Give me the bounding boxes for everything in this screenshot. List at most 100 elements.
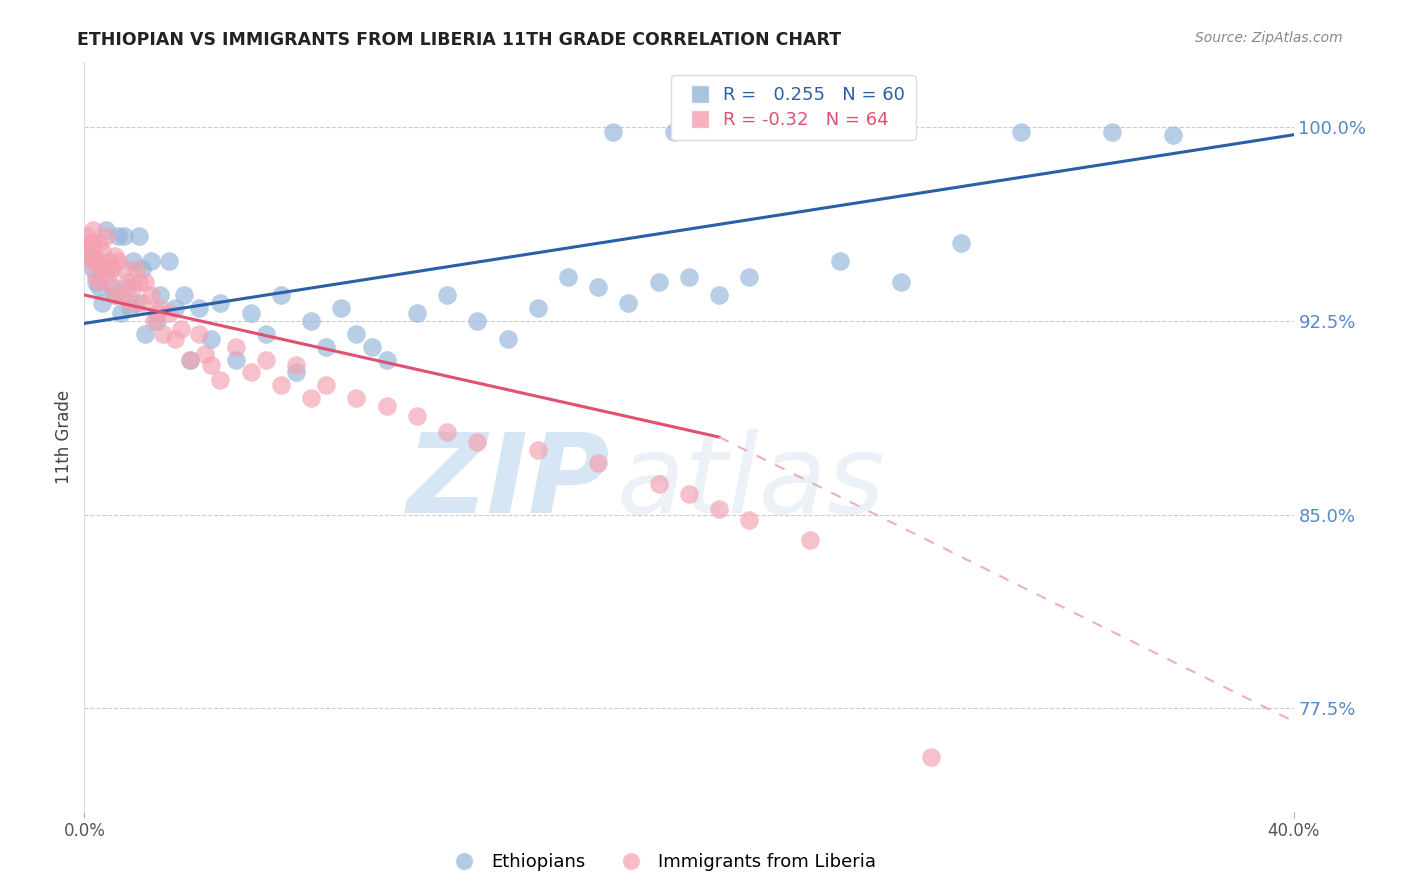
- Point: [82, 262, 104, 277]
- Point: [165, 332, 187, 346]
- Point: [173, 288, 195, 302]
- Point: [134, 275, 156, 289]
- Text: ETHIOPIAN VS IMMIGRANTS FROM LIBERIA 11TH GRADE CORRELATION CHART: ETHIOPIAN VS IMMIGRANTS FROM LIBERIA 11T…: [77, 31, 841, 49]
- Point: [527, 442, 550, 457]
- Point: [157, 254, 180, 268]
- Point: [179, 352, 201, 367]
- Point: [97, 275, 120, 289]
- Point: [436, 288, 458, 302]
- Point: [406, 409, 429, 424]
- Point: [121, 254, 143, 268]
- Point: [131, 262, 153, 277]
- Point: [375, 352, 398, 367]
- Point: [128, 275, 150, 289]
- Point: [678, 269, 700, 284]
- Point: [617, 295, 640, 310]
- Point: [738, 513, 761, 527]
- Point: [179, 352, 201, 367]
- Point: [602, 125, 624, 139]
- Point: [157, 306, 180, 320]
- Point: [254, 326, 277, 341]
- Point: [648, 275, 671, 289]
- Point: [467, 435, 489, 450]
- Point: [315, 378, 337, 392]
- Point: [115, 280, 138, 294]
- Point: [91, 244, 114, 258]
- Point: [131, 295, 153, 310]
- Point: [406, 306, 429, 320]
- Point: [91, 262, 114, 277]
- Point: [527, 301, 550, 315]
- Point: [115, 275, 138, 289]
- Point: [94, 228, 117, 243]
- Point: [1101, 125, 1123, 139]
- Point: [662, 125, 685, 139]
- Point: [360, 340, 382, 354]
- Point: [118, 295, 141, 310]
- Point: [285, 358, 308, 372]
- Point: [89, 275, 111, 289]
- Point: [107, 254, 129, 268]
- Point: [86, 269, 108, 284]
- Point: [128, 228, 150, 243]
- Point: [557, 269, 579, 284]
- Text: atlas: atlas: [616, 428, 884, 535]
- Point: [648, 476, 671, 491]
- Point: [125, 262, 148, 277]
- Point: [188, 326, 211, 341]
- Point: [588, 280, 610, 294]
- Point: [125, 295, 148, 310]
- Point: [436, 425, 458, 439]
- Point: [79, 254, 101, 268]
- Point: [330, 301, 353, 315]
- Point: [285, 366, 308, 380]
- Point: [152, 326, 174, 341]
- Point: [299, 314, 322, 328]
- Legend: R =   0.255   N = 60, R = -0.32   N = 64: R = 0.255 N = 60, R = -0.32 N = 64: [671, 75, 915, 140]
- Point: [149, 301, 172, 315]
- Point: [149, 288, 172, 302]
- Point: [121, 280, 143, 294]
- Point: [170, 321, 193, 335]
- Point: [920, 750, 942, 764]
- Point: [799, 533, 821, 548]
- Point: [830, 254, 852, 268]
- Point: [89, 236, 111, 251]
- Point: [270, 288, 292, 302]
- Point: [239, 306, 262, 320]
- Point: [97, 262, 120, 277]
- Point: [375, 399, 398, 413]
- Point: [239, 366, 262, 380]
- Point: [118, 301, 141, 315]
- Point: [104, 288, 127, 302]
- Point: [79, 236, 101, 251]
- Point: [225, 352, 247, 367]
- Point: [890, 275, 912, 289]
- Point: [315, 340, 337, 354]
- Text: ZIP: ZIP: [406, 428, 610, 535]
- Point: [188, 301, 211, 315]
- Point: [76, 228, 98, 243]
- Point: [1161, 128, 1184, 142]
- Point: [110, 306, 132, 320]
- Point: [110, 288, 132, 302]
- Point: [194, 347, 217, 361]
- Point: [142, 314, 165, 328]
- Point: [89, 254, 111, 268]
- Point: [496, 332, 519, 346]
- Point: [76, 244, 98, 258]
- Point: [104, 288, 127, 302]
- Point: [254, 352, 277, 367]
- Point: [165, 301, 187, 315]
- Point: [94, 223, 117, 237]
- Y-axis label: 11th Grade: 11th Grade: [55, 390, 73, 484]
- Point: [709, 502, 731, 516]
- Point: [1011, 125, 1033, 139]
- Point: [112, 262, 135, 277]
- Point: [134, 326, 156, 341]
- Legend: Ethiopians, Immigrants from Liberia: Ethiopians, Immigrants from Liberia: [439, 847, 883, 879]
- Point: [146, 314, 169, 328]
- Point: [82, 223, 104, 237]
- Point: [100, 262, 122, 277]
- Point: [86, 275, 108, 289]
